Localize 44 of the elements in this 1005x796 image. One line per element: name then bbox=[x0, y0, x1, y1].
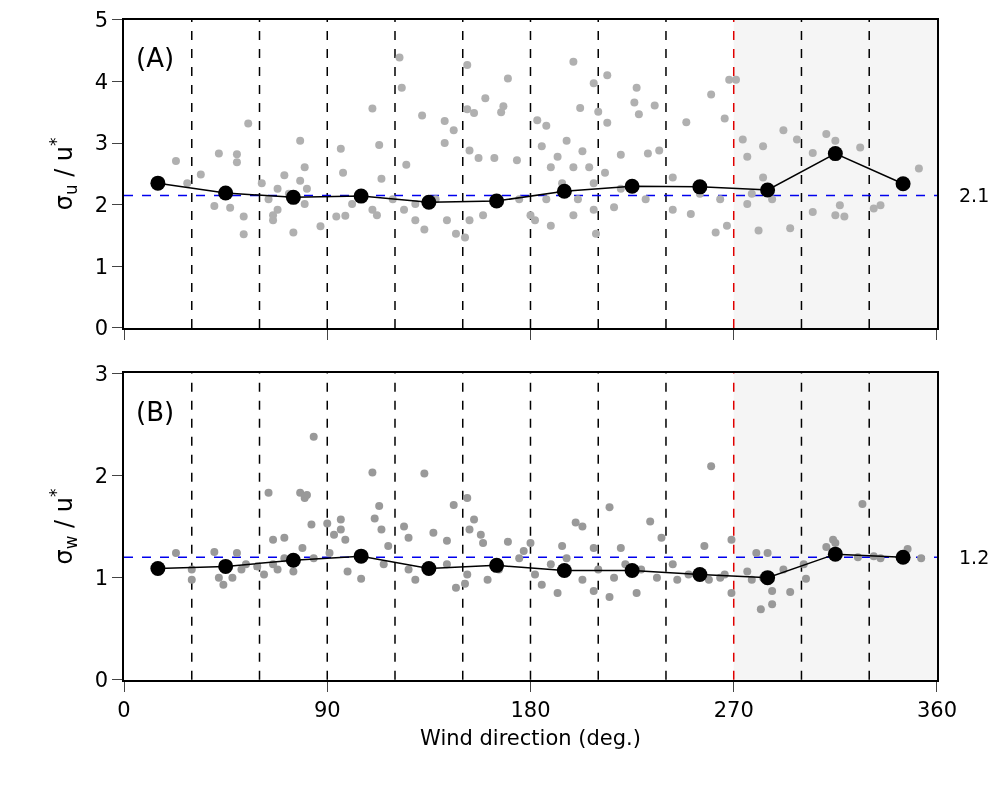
point bbox=[556, 183, 572, 199]
y-tick-label: 3 bbox=[94, 361, 109, 386]
point bbox=[624, 562, 640, 578]
point bbox=[760, 182, 776, 198]
x-tick-label: 0 bbox=[117, 697, 131, 722]
point bbox=[827, 146, 843, 162]
x-tick-label: 90 bbox=[313, 697, 341, 722]
point bbox=[150, 560, 166, 576]
point bbox=[895, 176, 911, 192]
point bbox=[692, 179, 708, 195]
y-tick-label: 1 bbox=[94, 565, 109, 590]
annotation: (A) bbox=[136, 43, 175, 73]
point bbox=[489, 557, 505, 573]
point bbox=[285, 189, 301, 205]
point bbox=[556, 562, 572, 578]
point bbox=[692, 567, 708, 583]
y-tick-label: 1 bbox=[94, 254, 109, 279]
point bbox=[895, 549, 911, 565]
point bbox=[489, 193, 505, 209]
y-tick-label: 5 bbox=[94, 8, 109, 33]
x-tick-label: 360 bbox=[916, 697, 957, 722]
point bbox=[285, 552, 301, 568]
ref-line-label: 1.2 bbox=[959, 546, 990, 568]
ref-line-label: 2.1 bbox=[959, 184, 990, 206]
point bbox=[827, 546, 843, 562]
x-axis-title: Wind direction (deg.) bbox=[420, 726, 641, 751]
annotation: (B) bbox=[136, 397, 175, 427]
point bbox=[760, 570, 776, 586]
point bbox=[624, 178, 640, 194]
y-tick-label: 0 bbox=[94, 316, 109, 341]
y-tick-label: 4 bbox=[94, 69, 109, 94]
point bbox=[218, 558, 234, 574]
x-tick-label: 270 bbox=[713, 697, 754, 722]
point bbox=[218, 185, 234, 201]
y-tick-label: 3 bbox=[94, 131, 109, 156]
y-tick-label: 0 bbox=[94, 668, 109, 693]
point bbox=[353, 188, 369, 204]
y-tick-label: 2 bbox=[94, 193, 109, 218]
point bbox=[421, 194, 437, 210]
y-tick-label: 2 bbox=[94, 463, 109, 488]
point bbox=[150, 175, 166, 191]
point bbox=[353, 548, 369, 564]
point bbox=[421, 560, 437, 576]
x-tick-label: 180 bbox=[510, 697, 551, 722]
